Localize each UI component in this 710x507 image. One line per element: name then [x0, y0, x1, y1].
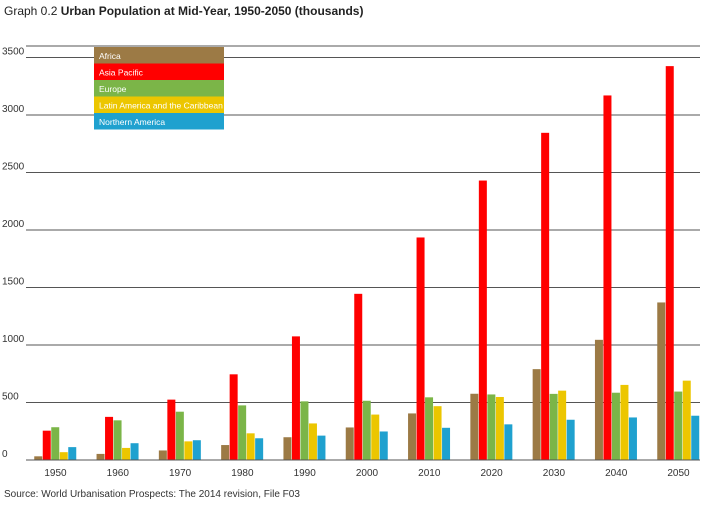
bar-latin-america-and-the-caribbean-1960 — [122, 447, 131, 460]
bar-asia-pacific-2010 — [416, 237, 425, 460]
bar-latin-america-and-the-caribbean-2040 — [620, 384, 629, 460]
bar-europe-2030 — [549, 393, 558, 460]
bar-europe-2040 — [611, 392, 620, 460]
bar-latin-america-and-the-caribbean-1970 — [184, 441, 193, 460]
legend-swatch — [94, 63, 224, 80]
bar-latin-america-and-the-caribbean-1980 — [246, 433, 255, 460]
y-tick-label: 2000 — [2, 219, 25, 230]
bar-latin-america-and-the-caribbean-2030 — [558, 390, 567, 460]
bar-europe-2020 — [487, 394, 496, 460]
legend-label: Europe — [99, 84, 127, 94]
bar-asia-pacific-1960 — [105, 416, 114, 460]
bar-africa-2020 — [470, 393, 479, 460]
y-tick-label: 1000 — [2, 334, 25, 345]
bar-latin-america-and-the-caribbean-1950 — [59, 452, 68, 460]
x-tick-label: 2030 — [543, 468, 566, 479]
bar-africa-1980 — [221, 445, 230, 460]
bar-northern-america-1970 — [192, 440, 201, 460]
bar-africa-1960 — [96, 453, 105, 460]
bar-asia-pacific-2030 — [541, 132, 550, 460]
graph-title: Urban Population at Mid-Year, 1950-2050 … — [60, 4, 364, 18]
bar-asia-pacific-2050 — [665, 66, 674, 460]
bar-latin-america-and-the-caribbean-2020 — [495, 396, 504, 460]
bar-africa-2030 — [532, 369, 541, 460]
bar-africa-1950 — [34, 456, 43, 460]
x-tick-label: 1980 — [231, 468, 254, 479]
bar-northern-america-1950 — [68, 447, 77, 460]
bar-northern-america-2050 — [691, 415, 700, 460]
bar-asia-pacific-1950 — [42, 430, 51, 460]
bar-europe-1990 — [300, 401, 309, 460]
chart-title: Graph 0.2 Urban Population at Mid-Year, … — [4, 4, 363, 18]
bar-europe-2050 — [674, 391, 683, 460]
x-tick-label: 1960 — [107, 468, 130, 479]
bar-europe-1980 — [238, 405, 247, 460]
x-tick-label: 1950 — [44, 468, 67, 479]
bar-europe-2000 — [362, 400, 371, 460]
x-tick-label: 2010 — [418, 468, 441, 479]
bar-northern-america-1980 — [255, 438, 264, 460]
bar-latin-america-and-the-caribbean-2000 — [371, 414, 380, 460]
y-tick-label: 500 — [2, 392, 19, 403]
y-tick-label: 2500 — [2, 162, 25, 173]
bar-northern-america-1990 — [317, 435, 326, 460]
bar-northern-america-2010 — [442, 427, 451, 460]
bar-europe-2010 — [425, 397, 434, 460]
bar-africa-2040 — [594, 339, 603, 460]
bar-northern-america-2020 — [504, 424, 513, 460]
bar-africa-1970 — [158, 450, 167, 460]
bar-northern-america-2030 — [566, 419, 575, 460]
x-tick-label: 1990 — [294, 468, 317, 479]
graph-number: Graph 0.2 — [4, 4, 58, 18]
x-tick-label: 2000 — [356, 468, 379, 479]
x-tick-label: 2040 — [605, 468, 628, 479]
y-tick-label: 0 — [2, 449, 8, 460]
bar-asia-pacific-2020 — [478, 180, 487, 461]
legend-swatch — [94, 47, 224, 64]
bar-africa-1990 — [283, 437, 292, 460]
bar-asia-pacific-1990 — [291, 336, 300, 460]
bar-europe-1950 — [51, 427, 60, 460]
bar-northern-america-2000 — [379, 431, 388, 460]
bar-europe-1960 — [113, 420, 122, 460]
bar-latin-america-and-the-caribbean-1990 — [308, 423, 317, 460]
bar-europe-1970 — [175, 411, 184, 460]
legend-swatch — [94, 80, 224, 97]
bar-asia-pacific-2000 — [354, 293, 363, 460]
x-tick-label: 1970 — [169, 468, 192, 479]
bar-asia-pacific-2040 — [603, 95, 612, 460]
bar-africa-2010 — [408, 413, 417, 460]
legend-swatch — [94, 96, 224, 113]
y-tick-label: 3500 — [2, 47, 25, 58]
bar-latin-america-and-the-caribbean-2050 — [682, 380, 691, 460]
source-note: Source: World Urbanisation Prospects: Th… — [4, 489, 300, 500]
bar-northern-america-1960 — [130, 443, 139, 460]
legend-label: Asia Pacific — [99, 68, 144, 78]
x-tick-label: 2020 — [480, 468, 503, 479]
bar-latin-america-and-the-caribbean-2010 — [433, 406, 442, 460]
bar-northern-america-2040 — [628, 417, 637, 460]
bar-asia-pacific-1980 — [229, 374, 238, 460]
legend-label: Northern America — [99, 117, 165, 127]
bar-asia-pacific-1970 — [167, 399, 176, 460]
y-tick-label: 1500 — [2, 277, 25, 288]
x-tick-label: 2050 — [667, 468, 690, 479]
y-tick-label: 3000 — [2, 104, 25, 115]
bar-africa-2050 — [657, 302, 666, 460]
legend-swatch — [94, 113, 224, 130]
legend-label: Latin America and the Caribbean — [99, 101, 223, 111]
bar-africa-2000 — [345, 427, 354, 460]
legend-label: Africa — [99, 51, 121, 61]
